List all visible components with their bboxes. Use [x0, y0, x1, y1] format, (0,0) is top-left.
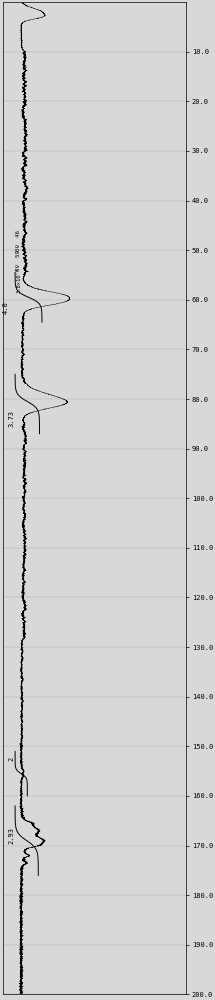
Text: 3.8×10⁻³: 3.8×10⁻³: [16, 267, 21, 293]
Text: 0ν  46: 0ν 46: [16, 230, 21, 251]
Text: 2.93: 2.93: [8, 827, 14, 844]
Text: 3.73: 3.73: [8, 410, 14, 427]
Text: 4.0: 4.0: [2, 301, 8, 314]
Text: 2: 2: [8, 757, 14, 761]
Text: 0ν  59: 0ν 59: [16, 250, 21, 271]
